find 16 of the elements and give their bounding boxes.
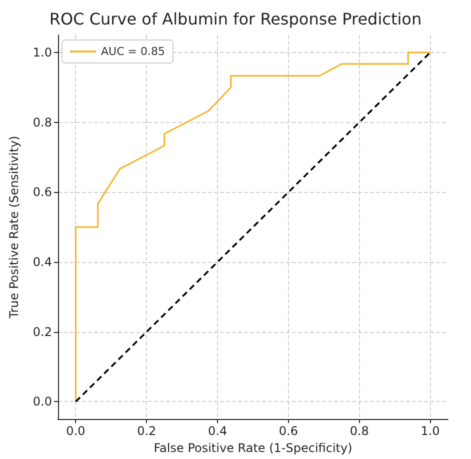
x-tick-label: 0.8 [350, 424, 369, 438]
y-axis-title: True Positive Rate (Sensitivity) [7, 136, 21, 320]
y-tick-label: 0.0 [32, 394, 52, 409]
x-tick-label: 1.0 [420, 424, 440, 438]
x-tick-label: 0.6 [278, 424, 298, 438]
y-tick-label: 0.8 [32, 115, 52, 130]
chart-title: ROC Curve of Albumin for Response Prediction [49, 10, 422, 28]
x-axis-title: False Positive Rate (1-Specificity) [154, 441, 352, 455]
y-tick-label: 0.2 [32, 324, 52, 339]
x-tick-label: 0.4 [208, 424, 228, 438]
y-tick-label: 0.6 [32, 185, 52, 200]
x-tick-label: 0.2 [137, 424, 156, 438]
legend-label: AUC = 0.85 [101, 45, 165, 58]
y-tick-label: 0.4 [32, 254, 52, 269]
y-tick-label: 1.0 [32, 45, 52, 60]
x-tick-label: 0.0 [66, 424, 86, 438]
